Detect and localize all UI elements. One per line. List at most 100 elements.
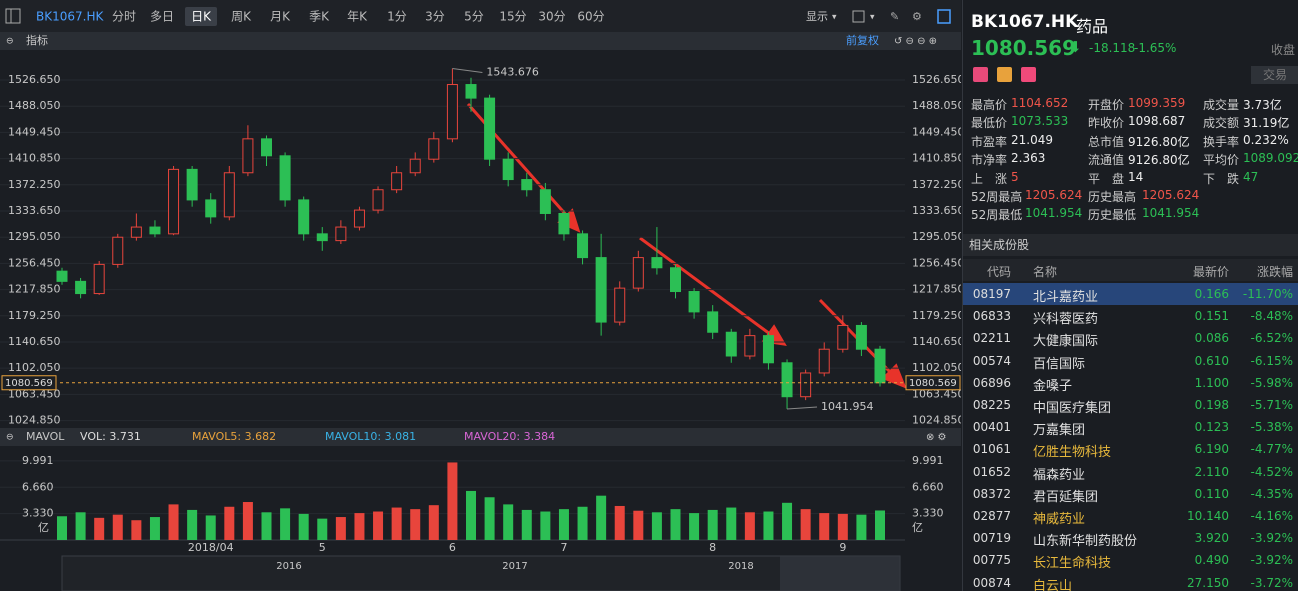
volume-bar xyxy=(577,506,588,540)
period-tab[interactable]: 3分 xyxy=(425,10,445,24)
y-tick-label: 1295.050 xyxy=(8,230,61,243)
candle-body xyxy=(93,263,105,295)
checkbox[interactable] xyxy=(852,10,865,23)
y-tick-label: 1102.050 xyxy=(912,361,961,374)
y-tick-label: 1063.450 xyxy=(912,387,961,400)
volume-title: MAVOL xyxy=(26,430,65,443)
y-tick-label: 1333.650 xyxy=(912,204,961,217)
volume-bar xyxy=(261,512,272,540)
period-tab[interactable]: 30分 xyxy=(538,10,565,24)
stock-change: -4.52% xyxy=(1250,464,1293,479)
navigator[interactable] xyxy=(61,555,901,591)
volume-bar xyxy=(317,518,328,540)
y-tick-label: 9.991 xyxy=(22,454,54,467)
candle-body xyxy=(428,138,440,160)
caret: ▾ xyxy=(832,13,837,23)
symbol[interactable]: BK1067.HK xyxy=(36,10,104,24)
volume-bar xyxy=(298,513,309,540)
column-header: 涨跌幅 xyxy=(1256,265,1293,279)
quote-panel: BK1067.HK 药品 1080.569 ⬇ -18.118 -1.65% 收… xyxy=(962,0,1298,591)
stat-value: 5 xyxy=(1011,169,1019,184)
stock-code: 00775 xyxy=(972,553,1011,568)
last-price-box xyxy=(905,375,961,391)
stock-change: -3.72% xyxy=(1250,575,1293,590)
down-arrow: ⬇ xyxy=(1069,38,1082,56)
y-tick-label: 1488.050 xyxy=(912,99,961,112)
y-tick-label: 1140.650 xyxy=(8,335,61,348)
candle-body xyxy=(205,199,217,218)
stat-label: 成交量 xyxy=(1203,98,1240,112)
stock-price: 2.110 xyxy=(1194,464,1229,479)
period-tab[interactable]: 5分 xyxy=(464,10,484,24)
y-tick-label: 1256.450 xyxy=(912,256,961,269)
stat-value: 1205.624 xyxy=(1025,188,1083,202)
volume-bar xyxy=(782,502,793,540)
volume-bar xyxy=(484,497,495,540)
y-tick-label: 1372.250 xyxy=(8,178,61,191)
stock-name: 亿胜生物科技 xyxy=(1033,445,1112,461)
stock-price: 0.166 xyxy=(1194,287,1229,301)
collapse-icon[interactable]: ⊖ xyxy=(6,433,14,443)
y-tick-label: 1179.250 xyxy=(912,309,961,322)
arrow xyxy=(466,103,570,218)
period-tab[interactable]: 1分 xyxy=(387,10,407,24)
candle-body xyxy=(261,138,272,157)
layout-icon[interactable] xyxy=(937,9,951,24)
period-tab[interactable]: 60分 xyxy=(577,10,604,24)
period-tab[interactable]: 分时 xyxy=(112,10,136,24)
trade-button[interactable]: 交易 xyxy=(1251,66,1298,84)
y-tick-label: 1449.450 xyxy=(912,125,961,138)
stat-value: 14 xyxy=(1128,169,1144,184)
navigator-window[interactable] xyxy=(780,556,900,591)
volume-bar xyxy=(819,513,830,540)
adjust-mode[interactable]: 前复权 xyxy=(846,33,879,47)
quote-symbol: BK1067.HK xyxy=(971,12,1079,32)
period-tab[interactable]: 15分 xyxy=(499,10,526,24)
stock-change: -5.98% xyxy=(1250,375,1293,390)
period-tab[interactable]: 年K xyxy=(347,10,368,24)
period-tab[interactable]: 月K xyxy=(270,10,291,24)
volume-bar xyxy=(57,516,67,540)
volume-bar xyxy=(614,505,625,540)
icon[interactable] xyxy=(1021,67,1036,82)
volume-bar xyxy=(466,490,476,540)
stat-value: 0.232% xyxy=(1243,132,1289,147)
collapse-icon[interactable]: ⊖ xyxy=(6,37,14,47)
arrow xyxy=(639,236,771,336)
stock-code: 06833 xyxy=(972,309,1011,324)
period-tab[interactable]: 日K xyxy=(191,10,212,24)
candle-body xyxy=(632,257,644,289)
volume-bar xyxy=(633,510,644,540)
sidebar-toggle[interactable] xyxy=(5,8,21,24)
volume-bar xyxy=(596,495,607,540)
candle-body xyxy=(707,311,719,333)
period-tab[interactable]: 周K xyxy=(231,10,252,24)
icon[interactable] xyxy=(997,67,1012,82)
y-tick-label: 1488.050 xyxy=(8,99,61,112)
selected-row-bg[interactable] xyxy=(963,283,1298,305)
period-tab[interactable]: 多日 xyxy=(150,10,174,24)
icon[interactable] xyxy=(973,67,988,82)
stat-value: 9126.80亿 xyxy=(1128,153,1190,168)
draw-icon[interactable]: ✎ xyxy=(890,10,899,23)
y-tick-label: 1372.250 xyxy=(912,178,961,191)
stat-value: 1041.954 xyxy=(1025,206,1083,221)
settings-icon[interactable]: ⚙ xyxy=(912,10,922,23)
volume-indicator: MAVOL5: 3.682 xyxy=(192,430,276,443)
y-tick-label: 1295.050 xyxy=(912,230,961,243)
candle-body xyxy=(391,172,403,191)
display-menu[interactable]: 显示 xyxy=(806,10,828,23)
candle-body xyxy=(744,335,756,357)
stock-name: 百信国际 xyxy=(1033,356,1086,372)
stat-label: 流通值 xyxy=(1088,153,1125,168)
panel-icons[interactable]: ⊗ ⚙ xyxy=(926,432,947,443)
volume-bar xyxy=(354,513,365,540)
candle-body xyxy=(800,372,812,398)
y-tick-label: 3.330 xyxy=(22,507,54,520)
y-tick-label: 1410.850 xyxy=(8,152,61,165)
period-tab[interactable]: 季K xyxy=(309,10,330,24)
stock-change: -4.35% xyxy=(1250,486,1293,501)
stat-value: 21.049 xyxy=(1011,132,1053,147)
panel-icons[interactable]: ↺ ⊖ ⊖ ⊕ xyxy=(894,36,937,47)
